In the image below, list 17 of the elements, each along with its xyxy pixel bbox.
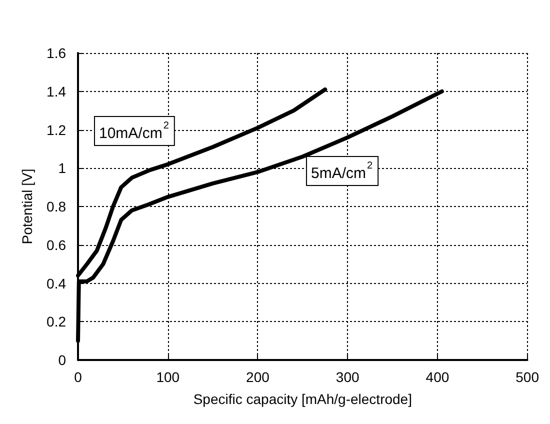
- y-tick-label: 0.2: [46, 314, 66, 330]
- y-tick-label: 0.8: [46, 198, 66, 214]
- y-tick-label: 0.6: [46, 236, 66, 253]
- x-tick-label: 300: [336, 369, 360, 385]
- y-tick-label: 1.4: [46, 83, 66, 100]
- y-tick-label: 1.2: [46, 122, 66, 138]
- y-axis-title: Potential [V]: [19, 168, 35, 244]
- y-tick-label: 1: [58, 160, 66, 176]
- x-tick-label: 200: [246, 369, 270, 385]
- x-tick-label: 100: [156, 369, 180, 385]
- y-tick-label: 0: [58, 352, 66, 368]
- x-axis-title: Specific capacity [mAh/g-electrode]: [193, 391, 412, 407]
- y-tick-label: 0.4: [46, 275, 66, 292]
- x-tick-label: 500: [516, 369, 540, 385]
- y-tick-label: 1.6: [46, 45, 66, 61]
- x-tick-label: 0: [74, 369, 82, 385]
- x-tick-label: 400: [426, 369, 450, 385]
